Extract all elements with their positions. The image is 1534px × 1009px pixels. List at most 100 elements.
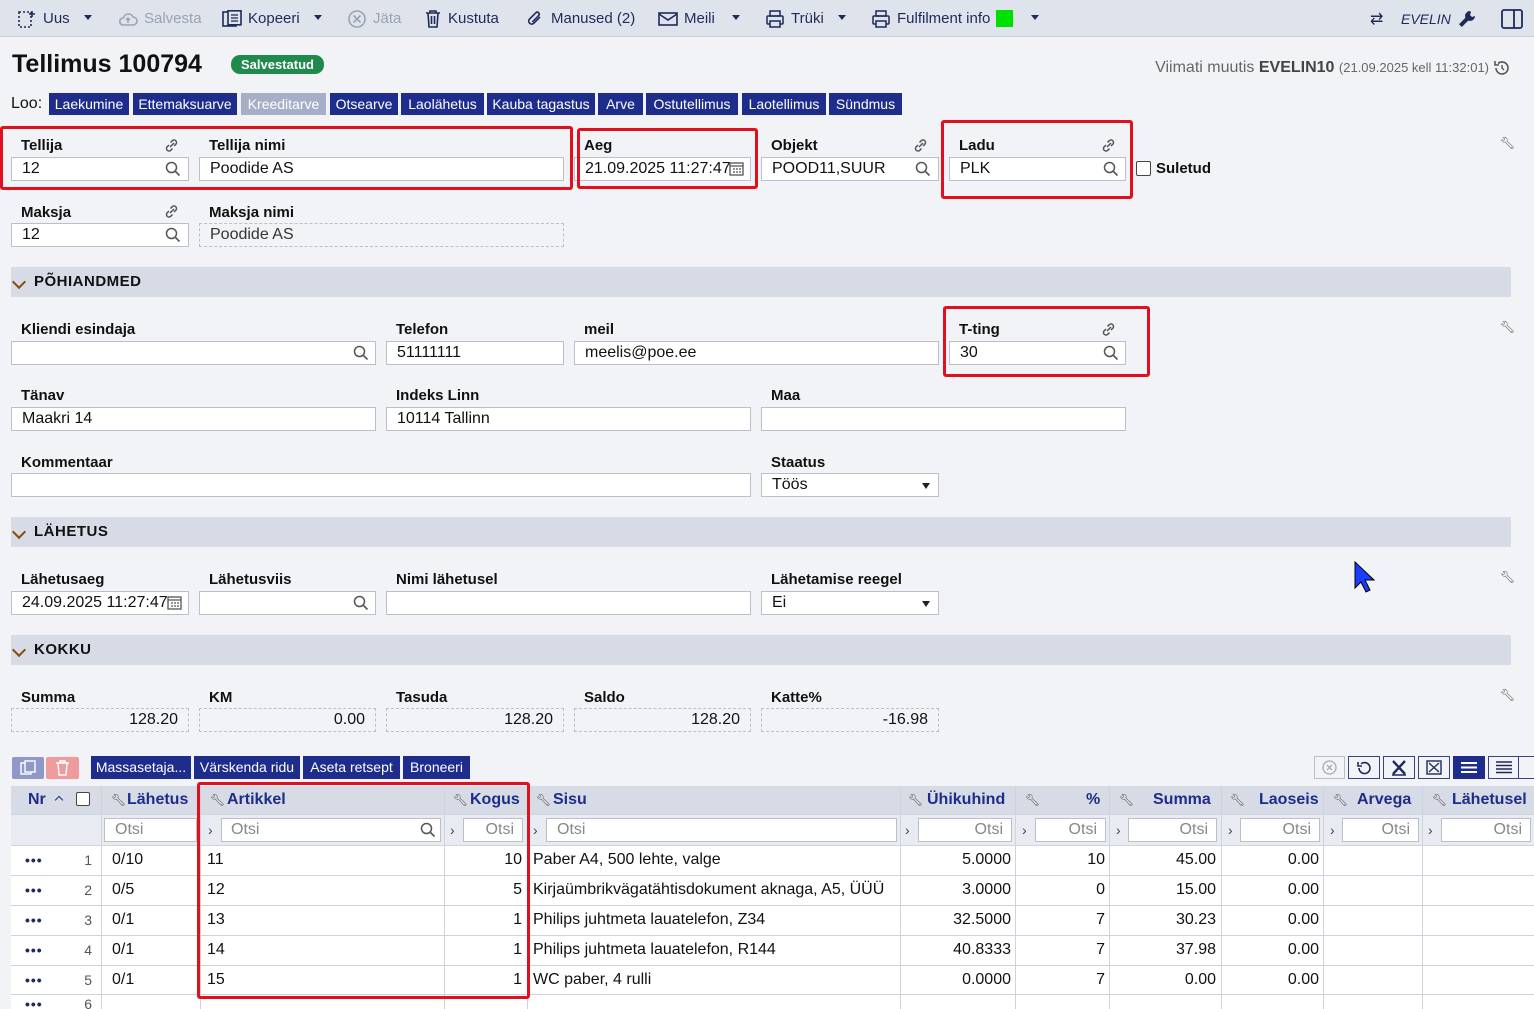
search-icon[interactable] — [165, 161, 181, 182]
cell-kogus[interactable]: 1 — [513, 941, 522, 958]
filter-laoseis-input[interactable]: Otsi — [1240, 818, 1320, 842]
cell-lahetus[interactable]: 0/1 — [112, 911, 135, 928]
wrench-icon[interactable]: 🔧︎ — [1230, 793, 1246, 807]
search-icon[interactable] — [353, 595, 369, 616]
email-button[interactable]: Meili — [658, 0, 715, 37]
col-header-kogus[interactable]: Kogus — [470, 791, 520, 808]
telefon-input[interactable]: 51111111 — [386, 341, 564, 365]
filter-mode-chevron-icon[interactable]: › — [1228, 822, 1233, 838]
row-menu-icon[interactable]: ••• — [25, 996, 43, 1009]
cell-laoseis[interactable]: 0.00 — [1287, 911, 1319, 928]
row-menu-icon[interactable]: ••• — [25, 972, 43, 988]
excel-export-button[interactable] — [1383, 756, 1415, 779]
objekt-input[interactable]: POOD11,SUUR — [761, 157, 939, 181]
lahetusaeg-input[interactable]: 24.09.2025 11:27:47 — [11, 591, 189, 615]
filter-mode-chevron-icon[interactable]: › — [208, 822, 213, 838]
filter-uhikuhind-input[interactable]: Otsi — [918, 818, 1012, 842]
filter-percent-input[interactable]: Otsi — [1035, 818, 1106, 842]
link-icon[interactable] — [912, 137, 929, 159]
search-icon[interactable] — [165, 227, 181, 248]
select-all-checkbox[interactable] — [76, 792, 90, 806]
panel-toggle-icon[interactable] — [1501, 0, 1529, 37]
search-icon[interactable] — [1103, 161, 1119, 182]
tanav-input[interactable]: Maakri 14 — [11, 407, 376, 431]
switch-icon[interactable]: ⇄ — [1370, 10, 1384, 28]
filter-sisu-input[interactable]: Otsi — [546, 818, 897, 842]
col-header-lahetusel[interactable]: Lähetusel — [1452, 791, 1527, 808]
row-menu-icon[interactable]: ••• — [25, 882, 43, 898]
create-kauba-tagastus-button[interactable]: Kauba tagastus — [487, 93, 595, 115]
broneeri-button[interactable]: Broneeri — [403, 756, 470, 779]
filter-artikkel-input[interactable]: Otsi — [221, 818, 441, 842]
cell-artikkel[interactable]: 11 — [207, 851, 224, 868]
filter-lahetusel-input[interactable]: Otsi — [1441, 818, 1531, 842]
filter-summa-input[interactable]: Otsi — [1128, 818, 1217, 842]
maksja-input[interactable]: 12 — [11, 223, 189, 247]
cell-artikkel[interactable]: 13 — [207, 911, 225, 928]
row-menu-icon[interactable]: ••• — [25, 912, 43, 928]
filter-mode-chevron-icon[interactable]: › — [1428, 822, 1433, 838]
full-view-button[interactable] — [1488, 756, 1520, 779]
wrench-icon[interactable]: 🔧︎ — [111, 793, 127, 807]
cell-sisu[interactable]: WC paber, 4 rulli — [533, 971, 652, 988]
aeg-input[interactable]: 21.09.2025 11:27:47 — [574, 157, 751, 181]
wrench-icon[interactable]: 🔧︎ — [1500, 136, 1516, 150]
search-icon[interactable] — [915, 161, 931, 182]
create-ettemaksuarve-button[interactable]: Ettemaksuarve — [133, 93, 237, 115]
col-header-percent[interactable]: % — [1086, 791, 1101, 808]
create-kreeditarve-button[interactable]: Kreeditarve — [241, 93, 326, 115]
cell-sisu[interactable]: Philips juhtmeta lauatelefon, R144 — [533, 941, 776, 958]
cell-lahetus[interactable]: 0/10 — [112, 851, 144, 868]
wrench-icon[interactable]: 🔧︎ — [1025, 793, 1041, 807]
email-dropdown-chevron-down-icon[interactable] — [732, 15, 740, 20]
copy-dropdown-chevron-down-icon[interactable] — [314, 15, 322, 20]
cell-laoseis[interactable]: 0.00 — [1287, 881, 1319, 898]
cell-pct[interactable]: 0 — [1096, 881, 1105, 898]
filter-mode-chevron-icon[interactable]: › — [1116, 822, 1121, 838]
cell-uhikuhind[interactable]: 3.0000 — [962, 881, 1011, 898]
cell-summa[interactable]: 45.00 — [1175, 851, 1216, 868]
tting-input[interactable]: 30 — [949, 341, 1126, 365]
col-header-laoseis[interactable]: Laoseis — [1259, 791, 1319, 808]
cell-summa[interactable]: 0.00 — [1184, 971, 1216, 988]
cell-laoseis[interactable]: 0.00 — [1287, 971, 1319, 988]
col-header-summa[interactable]: Summa — [1153, 791, 1211, 808]
user-name[interactable]: EVELIN — [1401, 10, 1451, 27]
create-laotellimus-button[interactable]: Laotellimus — [742, 93, 826, 115]
nimi-lahetusel-input[interactable] — [386, 591, 751, 615]
wrench-icon[interactable]: 🔧︎ — [1333, 793, 1349, 807]
search-icon[interactable] — [353, 345, 369, 366]
wrench-icon[interactable]: 🔧︎ — [1500, 688, 1516, 702]
create-otsearve-button[interactable]: Otsearve — [330, 93, 398, 115]
cell-kogus[interactable]: 5 — [513, 881, 522, 898]
cell-laoseis[interactable]: 0.00 — [1287, 941, 1319, 958]
wrench-icon[interactable]: 🔧︎ — [1432, 793, 1448, 807]
cell-uhikuhind[interactable]: 40.8333 — [953, 941, 1011, 958]
kommentaar-input[interactable] — [11, 473, 751, 497]
filter-mode-chevron-icon[interactable]: › — [1330, 822, 1335, 838]
wrench-icon[interactable]: 🔧︎ — [536, 793, 552, 807]
lahetusviis-input[interactable] — [199, 591, 376, 615]
indeks-linn-input[interactable]: 10114 Tallinn — [386, 407, 751, 431]
col-header-sisu[interactable]: Sisu — [553, 791, 587, 808]
wrench-icon[interactable] — [1518, 756, 1534, 779]
cell-kogus[interactable]: 1 — [513, 971, 522, 988]
suletud-checkbox[interactable] — [1136, 161, 1151, 176]
wrench-icon[interactable]: 🔧︎ — [1119, 793, 1135, 807]
cell-sisu[interactable]: Kirjaümbrikvägatähtisdokument aknaga, A5… — [533, 881, 885, 898]
cell-pct[interactable]: 10 — [1087, 851, 1105, 868]
cell-kogus[interactable]: 10 — [504, 851, 522, 868]
cell-laoseis[interactable]: 0.00 — [1287, 851, 1319, 868]
col-header-artikkel[interactable]: Artikkel — [227, 791, 286, 808]
section-pohiandmed[interactable]: PÕHIANDMED — [11, 267, 1511, 297]
col-header-uhikuhind[interactable]: Ühikuhind — [927, 791, 1006, 808]
calendar-icon[interactable] — [167, 595, 182, 615]
history-icon[interactable] — [1493, 59, 1511, 82]
filter-mode-chevron-icon[interactable]: › — [533, 822, 538, 838]
create-ostutellimus-button[interactable]: Ostutellimus — [646, 93, 738, 115]
tellija-nimi-input[interactable]: Poodide AS — [199, 157, 564, 181]
wrench-icon[interactable]: 🔧︎ — [908, 793, 924, 807]
cell-kogus[interactable]: 1 — [513, 911, 522, 928]
staatus-select[interactable]: Töös — [761, 473, 939, 497]
row-menu-icon[interactable]: ••• — [25, 852, 43, 868]
